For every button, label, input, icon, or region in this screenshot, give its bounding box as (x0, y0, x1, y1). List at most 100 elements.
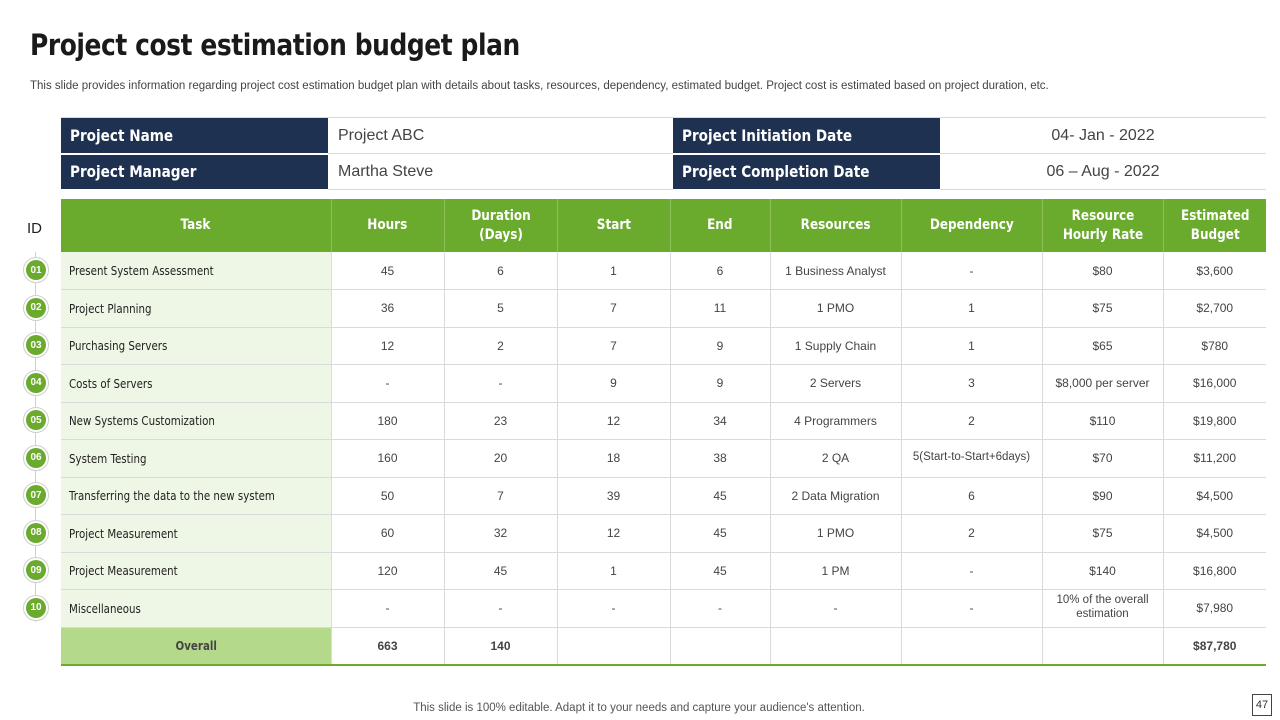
table-row: System Testing 160 20 18 38 2 QA 5(Start-to-St… (61, 439, 1266, 478)
budget-table: Task Hours Duration (Days) Start End Resource… (61, 199, 1266, 666)
table-cell: $2,700 (1163, 289, 1266, 328)
task-name: System Testing (69, 450, 147, 466)
id-number: 03 (26, 335, 46, 355)
table-cell: 36 (331, 289, 445, 328)
table-cell: 6 (444, 252, 558, 290)
column-header-label: Duration (Days) (470, 208, 531, 243)
table-cell: $65 (1042, 327, 1164, 365)
table-cell: $780 (1163, 327, 1266, 365)
table-cell: 45 (670, 552, 771, 590)
table-cell: 1 (557, 252, 671, 290)
table-cell: 160 (331, 439, 445, 478)
column-header: Dependency (901, 199, 1043, 252)
table-cell: 45 (670, 514, 771, 553)
id-number: 08 (26, 522, 46, 543)
table-cell: - (444, 589, 558, 628)
column-header-label: Resource Hourly Rate (1062, 208, 1143, 243)
table-cell: 2 (901, 514, 1043, 553)
table-cell: 45 (444, 552, 558, 590)
project-completion-value: 06 – Aug - 2022 (940, 153, 1266, 190)
table-cell: 7 (444, 477, 558, 515)
total-cell (557, 627, 671, 666)
column-header: Resources (770, 199, 902, 252)
table-cell: 11 (670, 289, 771, 328)
table-cell: 2 Servers (770, 364, 902, 403)
id-badge: 04 (23, 369, 49, 396)
total-cell: $87,780 (1163, 627, 1266, 666)
table-cell: 2 (444, 327, 558, 365)
task-cell: New Systems Customization (61, 402, 332, 440)
table-cell: 5(Start-to-Start+6days) (901, 439, 1043, 478)
project-manager-label: Project Manager (61, 153, 328, 191)
task-name: Project Planning (69, 300, 152, 316)
table-cell: $11,200 (1163, 439, 1266, 478)
table-cell: 5 (444, 289, 558, 328)
table-cell: 1 PMO (770, 289, 902, 328)
table-header-row: Task Hours Duration (Days) Start End Resource… (61, 199, 1266, 252)
table-cell: 20 (444, 439, 558, 478)
table-cell: 50 (331, 477, 445, 515)
table-row: Project Measurement 120 45 1 45 1 PM - $140 $16,… (61, 552, 1266, 590)
table-cell: $70 (1042, 439, 1164, 478)
page-title: Project cost estimation budget plan (30, 28, 520, 62)
table-cell: 6 (670, 252, 771, 290)
total-cell (1042, 627, 1164, 666)
table-cell: 38 (670, 439, 771, 478)
table-cell: 9 (557, 364, 671, 403)
task-name: Project Measurement (69, 563, 178, 579)
id-badge: 10 (23, 594, 49, 621)
table-cell: - (557, 589, 671, 628)
table-cell: 10% of the overall estimation (1042, 589, 1164, 628)
id-connector-line (35, 252, 36, 622)
task-name: Project Measurement (69, 525, 178, 541)
column-header-label: Estimated Budget (1180, 208, 1249, 243)
table-row: Project Planning 36 5 7 11 1 PMO 1 $75 $2,700 (61, 289, 1266, 328)
footer-note: This slide is 100% editable. Adapt it to… (413, 702, 865, 714)
table-row: New Systems Customization 180 23 12 34 4 Prog… (61, 402, 1266, 440)
id-badge: 02 (23, 294, 49, 321)
table-row: Transferring the data to the new system 5… (61, 477, 1266, 515)
table-cell: 39 (557, 477, 671, 515)
id-badge: 01 (23, 257, 49, 283)
table-cell: 9 (670, 327, 771, 365)
table-cell: 120 (331, 552, 445, 590)
table-cell: $90 (1042, 477, 1164, 515)
task-cell: Costs of Servers (61, 364, 332, 403)
task-cell: Transferring the data to the new system (61, 477, 332, 515)
id-badge: 07 (23, 482, 49, 508)
project-info-row: Project Manager Martha Steve Project Com… (61, 153, 1266, 191)
task-cell: Purchasing Servers (61, 327, 332, 365)
id-number: 05 (26, 410, 46, 430)
project-info-row: Project Name Project ABC Project Initiat… (61, 117, 1266, 155)
column-header: End (670, 199, 771, 252)
column-header-label: End (707, 217, 733, 234)
table-cell: 6 (901, 477, 1043, 515)
id-number: 01 (26, 260, 46, 280)
task-cell: System Testing (61, 439, 332, 478)
table-cell: $75 (1042, 514, 1164, 553)
id-number: 02 (26, 297, 46, 318)
project-info-table: Project Name Project ABC Project Initiat… (61, 117, 1266, 191)
table-cell: 45 (331, 252, 445, 290)
id-number: 09 (26, 560, 46, 580)
table-cell: 1 Supply Chain (770, 327, 902, 365)
table-cell: $19,800 (1163, 402, 1266, 440)
table-cell: 1 (901, 327, 1043, 365)
table-cell: 32 (444, 514, 558, 553)
column-header: Task (61, 199, 332, 252)
total-cell (901, 627, 1043, 666)
table-cell: 4 Programmers (770, 402, 902, 440)
table-cell: 23 (444, 402, 558, 440)
column-header-label: Start (596, 217, 631, 234)
id-badge: 06 (23, 444, 49, 471)
task-cell: Project Planning (61, 289, 332, 328)
table-cell: 12 (331, 327, 445, 365)
task-name: Transferring the data to the new system (69, 488, 275, 504)
project-manager-value: Martha Steve (328, 153, 673, 190)
table-cell: - (901, 252, 1043, 290)
table-cell: $4,500 (1163, 477, 1266, 515)
table-row: Costs of Servers - -9 9 2 Servers 3 $8,000 per… (61, 364, 1266, 403)
table-cell: - (331, 589, 445, 628)
table-cell: $140 (1042, 552, 1164, 590)
table-cell: 2 Data Migration (770, 477, 902, 515)
